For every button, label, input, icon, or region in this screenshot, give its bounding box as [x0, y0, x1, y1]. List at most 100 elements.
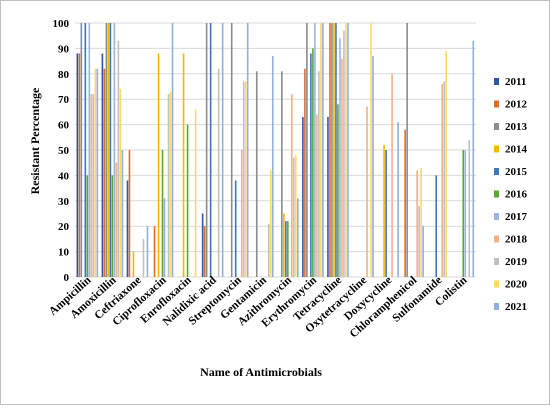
bar — [234, 180, 237, 277]
bar — [132, 251, 135, 277]
y-tick-label: 100 — [53, 18, 70, 30]
bar — [171, 23, 174, 277]
bar — [267, 223, 270, 277]
legend-label: 2012 — [505, 99, 528, 111]
bar — [293, 157, 295, 277]
bar — [107, 23, 110, 277]
bar — [297, 198, 299, 277]
bar — [283, 213, 285, 277]
bar — [416, 170, 418, 277]
legend-label: 2014 — [505, 144, 528, 156]
bar — [217, 68, 220, 277]
bar — [322, 23, 324, 277]
bar — [306, 23, 308, 277]
bar — [337, 104, 339, 277]
bar — [255, 71, 258, 277]
legend: 2011 2012 2013 2014 2015 2016 2017 2018 2019 2020… — [494, 76, 528, 313]
legend-label: 2011 — [505, 76, 526, 88]
bar — [331, 23, 333, 277]
legend-label: 2019 — [505, 256, 528, 268]
bar — [113, 23, 116, 277]
bar — [92, 94, 95, 278]
bar — [163, 198, 166, 277]
legend-swatch — [494, 303, 499, 310]
bar — [119, 89, 122, 277]
y-axis-title: Resistant Percentage — [28, 87, 42, 194]
y-tick-label: 20 — [58, 221, 70, 233]
bar — [316, 114, 318, 277]
bar — [242, 81, 245, 277]
bar — [115, 162, 118, 277]
legend-swatch — [494, 123, 499, 130]
bar — [372, 56, 374, 277]
bar — [109, 23, 112, 277]
bars — [76, 23, 475, 278]
legend-swatch — [494, 145, 499, 153]
bar — [269, 170, 272, 277]
bar — [88, 23, 91, 277]
bar — [462, 150, 465, 277]
bar — [209, 23, 212, 277]
y-tick-label: 10 — [58, 247, 70, 259]
bar — [472, 40, 475, 277]
bar — [333, 23, 335, 277]
legend-label: 2018 — [505, 234, 528, 246]
bar — [201, 213, 204, 277]
bar — [230, 23, 233, 277]
bar — [186, 124, 189, 277]
bar — [101, 53, 104, 278]
legend-label: 2017 — [505, 211, 528, 223]
bar — [435, 175, 438, 277]
bar — [343, 30, 345, 278]
legend-label: 2020 — [505, 279, 528, 291]
bar — [391, 73, 393, 277]
y-tick-label: 50 — [58, 145, 70, 157]
bar — [468, 139, 471, 277]
bar — [240, 150, 243, 277]
bar — [76, 53, 79, 278]
bar — [146, 226, 149, 277]
y-tick-label: 40 — [58, 170, 70, 182]
bar — [111, 175, 114, 277]
bar — [347, 23, 349, 277]
bar — [161, 150, 164, 277]
bar — [94, 68, 97, 277]
bar — [406, 23, 408, 277]
y-tick-label: 60 — [58, 120, 70, 132]
bar — [422, 226, 424, 277]
bar — [86, 175, 89, 277]
bar — [194, 109, 197, 277]
bar — [84, 23, 87, 277]
bar — [304, 68, 306, 277]
bar — [341, 58, 343, 278]
bar — [78, 53, 81, 278]
y-tick-label: 90 — [58, 43, 70, 55]
bar — [128, 150, 131, 277]
bar — [464, 150, 467, 277]
y-tick-label: 0 — [64, 272, 70, 284]
legend-swatch — [494, 213, 499, 220]
bar — [443, 81, 446, 277]
legend-swatch — [494, 235, 499, 243]
bar — [366, 106, 368, 277]
bar — [142, 238, 145, 277]
bar — [281, 71, 283, 277]
bar — [329, 23, 331, 277]
bar — [90, 94, 93, 278]
bar — [441, 83, 444, 278]
bar — [126, 180, 129, 277]
legend-swatch — [494, 78, 499, 85]
bar — [291, 94, 293, 278]
bar — [153, 226, 156, 277]
bar — [287, 221, 289, 277]
bar — [203, 226, 206, 277]
bar — [285, 221, 287, 277]
y-tick-label: 70 — [58, 94, 70, 106]
bar — [418, 205, 420, 277]
legend-label: 2015 — [505, 166, 528, 178]
bar — [246, 23, 249, 277]
bar — [105, 23, 108, 277]
bar — [205, 23, 208, 277]
